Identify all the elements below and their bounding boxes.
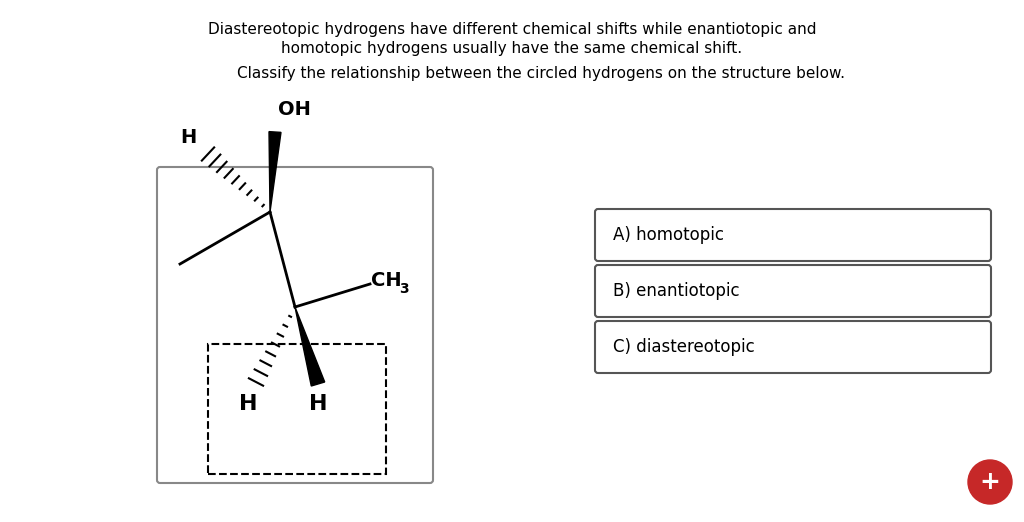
Text: B) enantiotopic: B) enantiotopic: [613, 282, 739, 300]
Bar: [208, 344, 386, 474]
Text: homotopic hydrogens usually have the same chemical shift.: homotopic hydrogens usually have the sam…: [282, 41, 742, 56]
Text: C) diastereotopic: C) diastereotopic: [613, 338, 755, 356]
FancyBboxPatch shape: [157, 167, 433, 483]
FancyBboxPatch shape: [595, 209, 991, 261]
Text: H: H: [239, 394, 257, 414]
Text: OH: OH: [278, 100, 311, 119]
Text: +: +: [980, 470, 1000, 494]
Text: H: H: [180, 128, 196, 147]
Polygon shape: [295, 307, 325, 386]
FancyBboxPatch shape: [595, 265, 991, 317]
Text: A) homotopic: A) homotopic: [613, 226, 724, 244]
Text: H: H: [309, 394, 328, 414]
Polygon shape: [269, 132, 281, 212]
Text: Classify the relationship between the circled hydrogens on the structure below.: Classify the relationship between the ci…: [237, 66, 845, 81]
Text: Diastereotopic hydrogens have different chemical shifts while enantiotopic and: Diastereotopic hydrogens have different …: [208, 22, 816, 37]
FancyBboxPatch shape: [595, 321, 991, 373]
Circle shape: [968, 460, 1012, 504]
Text: 3: 3: [399, 282, 409, 296]
Text: CH: CH: [371, 271, 401, 291]
